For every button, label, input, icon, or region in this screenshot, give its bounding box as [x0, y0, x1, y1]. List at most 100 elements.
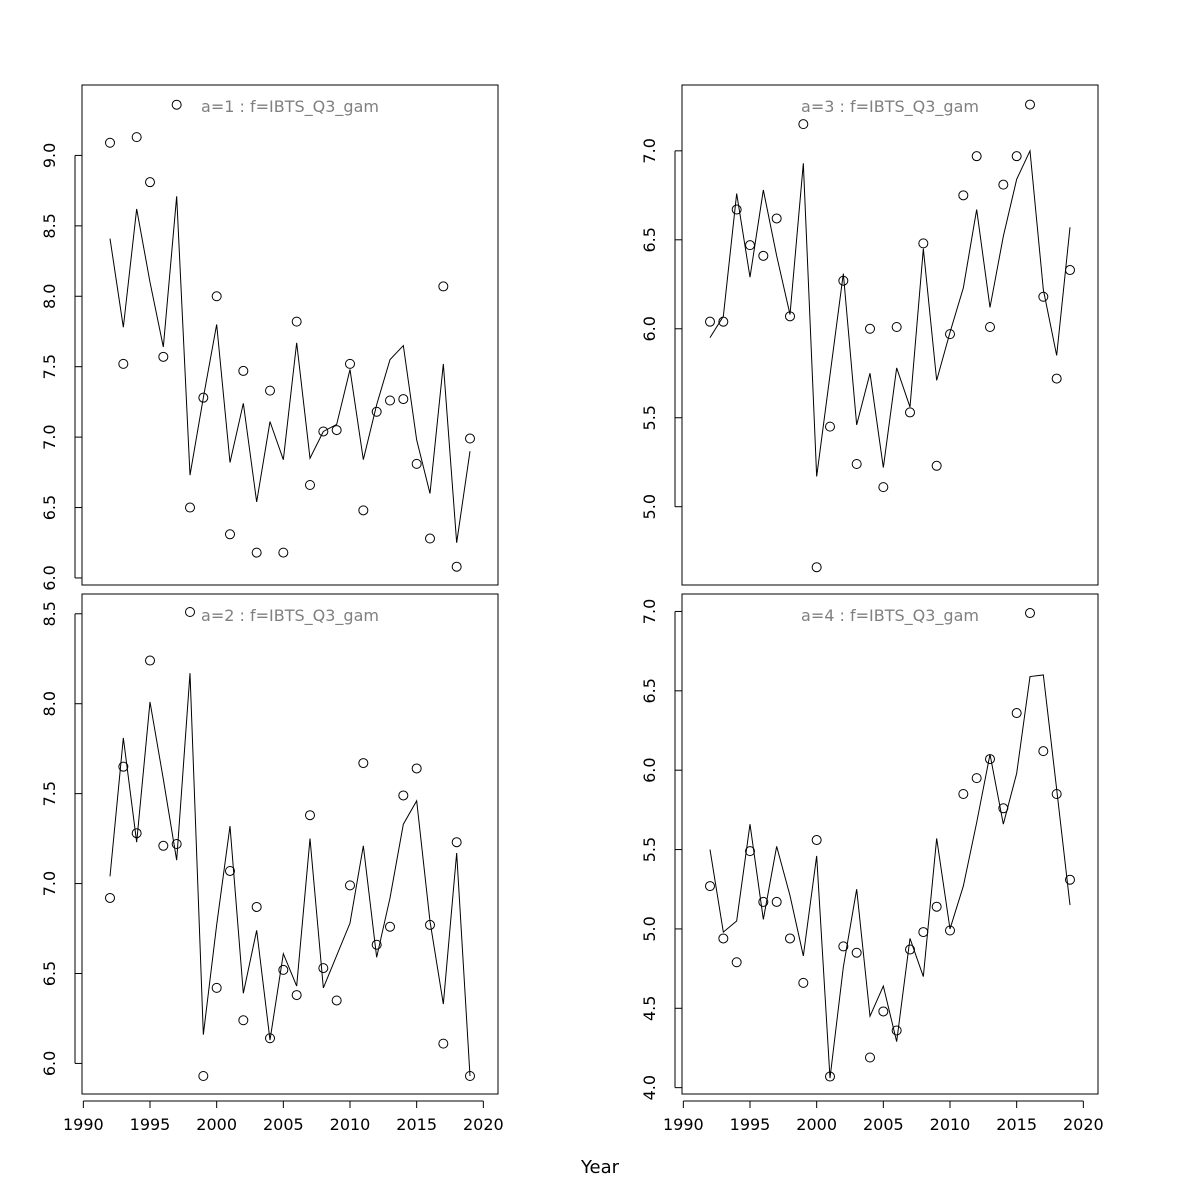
data-point — [358, 505, 369, 516]
y-tick-label: 8.5 — [40, 601, 59, 626]
data-point — [865, 1052, 875, 1063]
data-point — [305, 810, 315, 821]
x-tick-label: 1995 — [730, 1115, 771, 1134]
data-point — [958, 789, 969, 799]
y-tick-label: 6.0 — [40, 1051, 59, 1076]
data-point — [918, 238, 929, 249]
x-tick-label: 2020 — [1063, 1115, 1104, 1134]
y-tick-label: 7.5 — [40, 354, 59, 379]
y-tick-label: 7.0 — [640, 599, 659, 624]
y-tick-label: 7.0 — [40, 424, 59, 449]
y-tick-label: 8.0 — [40, 284, 59, 309]
data-point — [398, 394, 409, 405]
x-tick-label: 2010 — [930, 1115, 971, 1134]
data-point — [731, 957, 742, 968]
data-point — [385, 921, 395, 932]
data-point — [265, 385, 275, 396]
data-point — [705, 881, 715, 892]
y-tick-label: 6.5 — [40, 495, 59, 520]
x-tick-label: 2015 — [996, 1115, 1037, 1134]
x-tick-label: 2000 — [196, 1115, 237, 1134]
data-point — [1025, 608, 1035, 619]
x-tick-label: 2020 — [463, 1115, 504, 1134]
panel-title: a=4 : f=IBTS_Q3_gam — [801, 606, 979, 626]
data-point — [238, 365, 249, 376]
data-point — [225, 865, 235, 876]
data-point — [131, 132, 142, 143]
data-point — [971, 773, 982, 784]
data-point — [811, 835, 822, 846]
data-point — [185, 606, 195, 617]
data-point — [211, 291, 222, 302]
y-tick-label: 6.5 — [640, 227, 659, 252]
data-point — [278, 547, 289, 558]
x-axis-label: Year — [580, 1157, 620, 1178]
y-tick-label: 6.0 — [640, 757, 659, 782]
data-point — [985, 321, 995, 332]
y-tick-label: 5.5 — [640, 837, 659, 862]
data-point — [211, 982, 222, 993]
data-point — [158, 840, 169, 851]
data-point — [931, 460, 942, 471]
y-tick-label: 6.0 — [40, 565, 59, 590]
data-point — [811, 562, 822, 573]
data-point — [905, 407, 915, 418]
data-point — [331, 995, 342, 1006]
data-point — [785, 933, 795, 944]
data-point — [105, 892, 115, 903]
x-tick-label: 2005 — [263, 1115, 304, 1134]
data-point — [878, 482, 889, 493]
y-tick-label: 7.0 — [640, 138, 659, 163]
data-point — [345, 358, 355, 369]
data-point — [745, 240, 755, 251]
data-point — [905, 944, 915, 955]
y-tick-label: 5.0 — [640, 916, 659, 941]
data-point — [118, 761, 129, 772]
data-point — [438, 281, 449, 292]
y-tick-label: 5.0 — [640, 494, 659, 519]
x-tick-label: 1990 — [63, 1115, 104, 1134]
data-point — [705, 316, 715, 327]
y-tick-label: 8.0 — [40, 691, 59, 716]
data-point — [131, 828, 142, 839]
plot-frame — [681, 84, 1099, 586]
data-point — [171, 99, 182, 110]
data-point — [851, 947, 862, 958]
data-point — [851, 459, 862, 470]
data-point — [371, 406, 382, 417]
data-point — [265, 1033, 275, 1044]
x-tick-label: 1990 — [663, 1115, 704, 1134]
data-point — [878, 1006, 889, 1017]
data-point — [931, 901, 942, 912]
data-point — [958, 190, 969, 201]
data-point — [198, 1071, 209, 1082]
fitted-line — [709, 148, 1071, 477]
data-point — [865, 323, 875, 334]
panel-title: a=3 : f=IBTS_Q3_gam — [801, 97, 979, 117]
panel-title: a=1 : f=IBTS_Q3_gam — [201, 97, 379, 117]
data-point — [998, 179, 1009, 190]
y-tick-label: 4.5 — [640, 996, 659, 1021]
data-point — [425, 533, 435, 544]
data-point — [118, 358, 129, 369]
data-point — [891, 321, 902, 332]
data-point — [198, 392, 209, 403]
data-point — [1038, 746, 1049, 757]
data-point — [291, 316, 302, 327]
data-point — [278, 964, 289, 975]
data-point — [798, 977, 809, 988]
data-point — [411, 763, 422, 774]
data-point — [731, 204, 742, 215]
x-tick-label: 2005 — [863, 1115, 904, 1134]
data-point — [145, 655, 155, 666]
data-point — [718, 933, 729, 944]
data-point — [158, 351, 169, 362]
y-tick-label: 6.5 — [640, 678, 659, 703]
data-point — [411, 458, 422, 469]
data-point — [225, 529, 235, 540]
data-point — [291, 990, 302, 1001]
data-point — [465, 433, 475, 444]
y-tick-label: 5.5 — [640, 405, 659, 430]
data-point — [1051, 373, 1062, 384]
